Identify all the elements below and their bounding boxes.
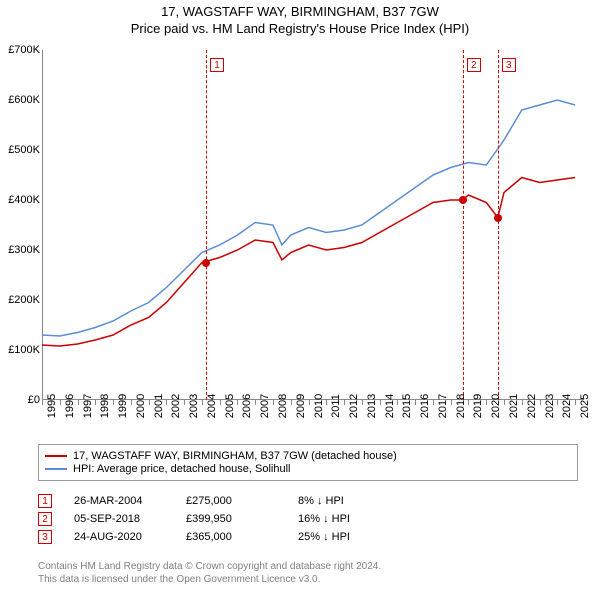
- footer-line2: This data is licensed under the Open Gov…: [38, 573, 381, 586]
- y-tick-label: £500K: [2, 144, 40, 156]
- x-tick-label: 1999: [117, 394, 129, 418]
- x-tick-label: 2023: [544, 394, 556, 418]
- price-hpi-chart: 17, WAGSTAFF WAY, BIRMINGHAM, B37 7GW Pr…: [0, 0, 600, 590]
- x-tick-label: 2017: [437, 394, 449, 418]
- x-tick-label: 2012: [348, 394, 360, 418]
- event-box-3: 3: [502, 58, 516, 72]
- event-row: 324-AUG-2020£365,00025% ↓ HPI: [38, 530, 388, 544]
- x-tick-label: 2006: [241, 394, 253, 418]
- y-tick-label: £0: [2, 394, 40, 406]
- x-tick-label: 2005: [224, 394, 236, 418]
- chart-subtitle: Price paid vs. HM Land Registry's House …: [0, 21, 600, 36]
- x-tick-label: 2003: [188, 394, 200, 418]
- x-tick-label: 2025: [579, 394, 591, 418]
- footer-line1: Contains HM Land Registry data © Crown c…: [38, 560, 381, 573]
- event-row: 126-MAR-2004£275,0008% ↓ HPI: [38, 494, 388, 508]
- x-tick-label: 2018: [455, 394, 467, 418]
- series-lines: [42, 50, 584, 400]
- x-tick-label: 2022: [526, 394, 538, 418]
- x-tick-label: 1996: [64, 394, 76, 418]
- x-tick-label: 2024: [561, 394, 573, 418]
- x-tick-label: 2000: [135, 394, 147, 418]
- legend-item: HPI: Average price, detached house, Soli…: [45, 463, 571, 475]
- x-tick-label: 2013: [366, 394, 378, 418]
- x-tick-label: 2010: [313, 394, 325, 418]
- x-tick-label: 2015: [401, 394, 413, 418]
- events-table: 126-MAR-2004£275,0008% ↓ HPI 205-SEP-2018…: [38, 490, 388, 548]
- event-marker-1: [202, 259, 210, 267]
- y-tick-label: £300K: [2, 244, 40, 256]
- x-tick-label: 2002: [170, 394, 182, 418]
- y-tick-label: £100K: [2, 344, 40, 356]
- chart-title: 17, WAGSTAFF WAY, BIRMINGHAM, B37 7GW: [0, 4, 600, 19]
- y-tick-label: £600K: [2, 94, 40, 106]
- x-tick-label: 2001: [153, 394, 165, 418]
- x-tick-label: 1998: [99, 394, 111, 418]
- x-tick-label: 2008: [277, 394, 289, 418]
- x-tick-label: 2011: [330, 394, 342, 418]
- x-tick-label: 2020: [490, 394, 502, 418]
- event-row: 205-SEP-2018£399,95016% ↓ HPI: [38, 512, 388, 526]
- x-tick-label: 2007: [259, 394, 271, 418]
- y-tick-label: £700K: [2, 44, 40, 56]
- x-tick-label: 2021: [508, 394, 520, 418]
- x-tick-label: 1995: [46, 394, 58, 418]
- x-tick-label: 2009: [295, 394, 307, 418]
- footer-attribution: Contains HM Land Registry data © Crown c…: [38, 560, 381, 586]
- x-tick-label: 2014: [384, 394, 396, 418]
- x-tick-label: 2019: [472, 394, 484, 418]
- y-tick-label: £200K: [2, 294, 40, 306]
- event-marker-2: [459, 196, 467, 204]
- x-tick-label: 2004: [206, 394, 218, 418]
- series-property: [42, 178, 575, 347]
- x-tick-label: 1997: [82, 394, 94, 418]
- legend-item: 17, WAGSTAFF WAY, BIRMINGHAM, B37 7GW (d…: [45, 450, 571, 462]
- x-tick-label: 2016: [419, 394, 431, 418]
- y-tick-label: £400K: [2, 194, 40, 206]
- event-marker-3: [494, 214, 502, 222]
- legend: 17, WAGSTAFF WAY, BIRMINGHAM, B37 7GW (d…: [38, 444, 578, 481]
- event-box-2: 2: [467, 58, 481, 72]
- event-box-1: 1: [210, 58, 224, 72]
